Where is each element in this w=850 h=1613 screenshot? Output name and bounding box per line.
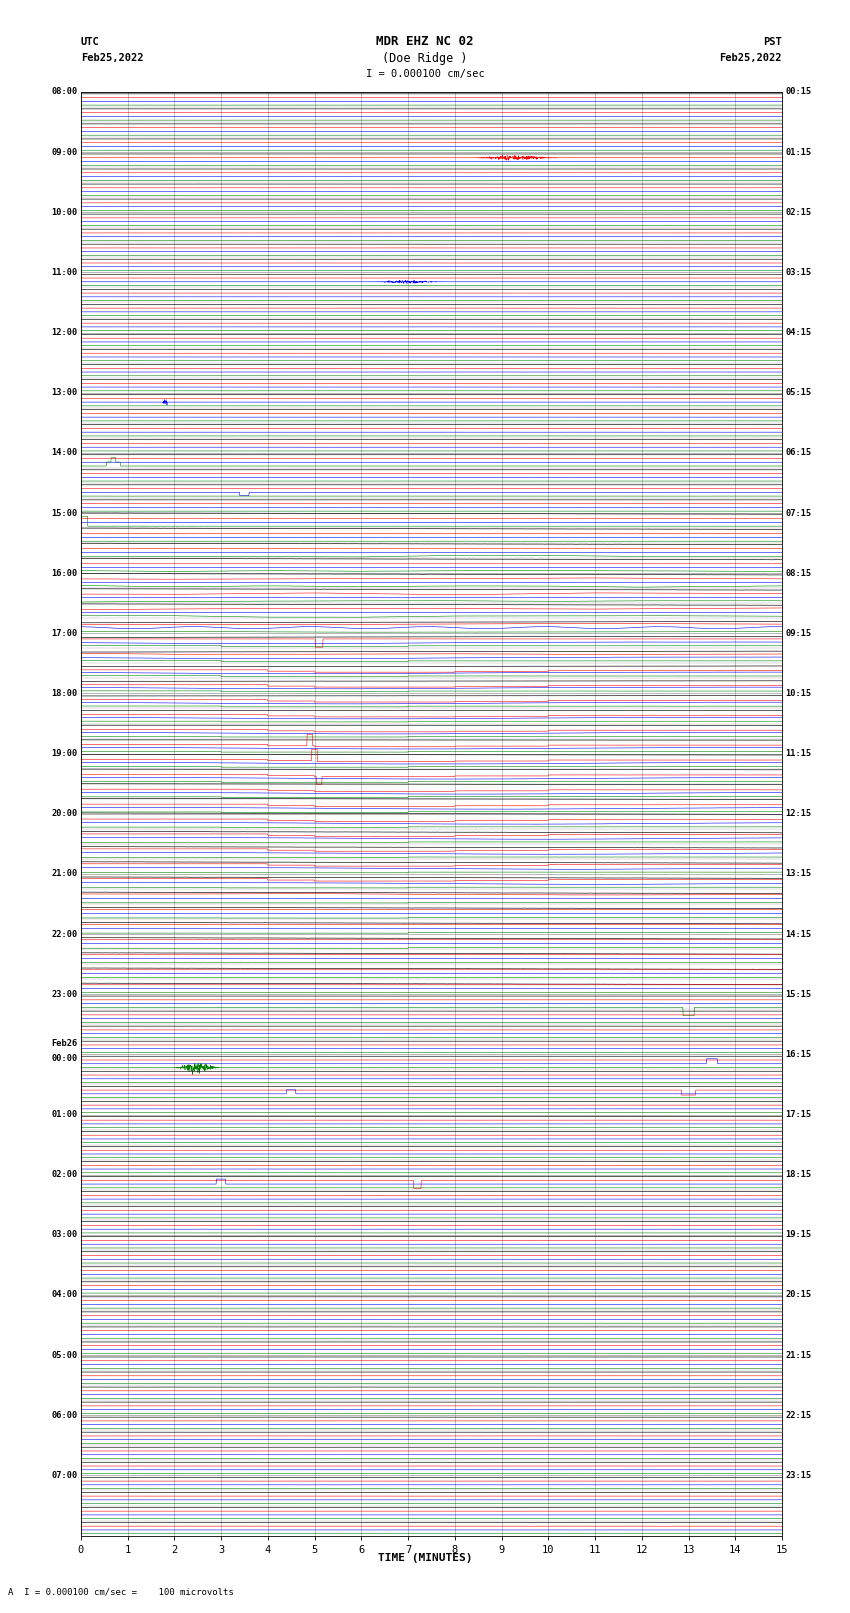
- Text: 05:00: 05:00: [51, 1350, 77, 1360]
- Text: 02:00: 02:00: [51, 1169, 77, 1179]
- Text: 14:00: 14:00: [51, 448, 77, 458]
- Text: 04:15: 04:15: [785, 327, 812, 337]
- Text: 00:00: 00:00: [51, 1055, 77, 1063]
- Text: 10:15: 10:15: [785, 689, 812, 698]
- Text: 11:15: 11:15: [785, 748, 812, 758]
- Text: 17:00: 17:00: [51, 629, 77, 637]
- Text: 07:15: 07:15: [785, 508, 812, 518]
- Text: 15:00: 15:00: [51, 508, 77, 518]
- Text: 06:15: 06:15: [785, 448, 812, 458]
- Text: MDR EHZ NC 02: MDR EHZ NC 02: [377, 35, 473, 48]
- Text: 22:15: 22:15: [785, 1411, 812, 1419]
- Text: 10:00: 10:00: [51, 208, 77, 216]
- Text: 03:00: 03:00: [51, 1231, 77, 1239]
- Text: Feb26: Feb26: [51, 1039, 77, 1048]
- Text: A  I = 0.000100 cm/sec =    100 microvolts: A I = 0.000100 cm/sec = 100 microvolts: [8, 1587, 235, 1597]
- Text: 08:00: 08:00: [51, 87, 77, 97]
- Text: 00:15: 00:15: [785, 87, 812, 97]
- Text: 09:00: 09:00: [51, 148, 77, 156]
- Text: 01:15: 01:15: [785, 148, 812, 156]
- Text: 23:15: 23:15: [785, 1471, 812, 1479]
- Text: 15:15: 15:15: [785, 990, 812, 998]
- Text: 18:15: 18:15: [785, 1169, 812, 1179]
- Text: 17:15: 17:15: [785, 1110, 812, 1119]
- Text: 13:00: 13:00: [51, 389, 77, 397]
- Text: 19:00: 19:00: [51, 748, 77, 758]
- Text: 23:00: 23:00: [51, 990, 77, 998]
- Text: Feb25,2022: Feb25,2022: [81, 53, 144, 63]
- Text: Feb25,2022: Feb25,2022: [719, 53, 782, 63]
- Text: 02:15: 02:15: [785, 208, 812, 216]
- Text: PST: PST: [763, 37, 782, 47]
- Text: I = 0.000100 cm/sec: I = 0.000100 cm/sec: [366, 69, 484, 79]
- Text: 05:15: 05:15: [785, 389, 812, 397]
- Text: (Doe Ridge ): (Doe Ridge ): [382, 52, 468, 65]
- Text: 19:15: 19:15: [785, 1231, 812, 1239]
- Text: 03:15: 03:15: [785, 268, 812, 277]
- Text: 04:00: 04:00: [51, 1290, 77, 1300]
- Text: 22:00: 22:00: [51, 929, 77, 939]
- Text: 13:15: 13:15: [785, 869, 812, 879]
- Text: 07:00: 07:00: [51, 1471, 77, 1479]
- Text: 12:00: 12:00: [51, 327, 77, 337]
- Text: 20:00: 20:00: [51, 810, 77, 818]
- Text: 06:00: 06:00: [51, 1411, 77, 1419]
- Text: 09:15: 09:15: [785, 629, 812, 637]
- Text: TIME (MINUTES): TIME (MINUTES): [377, 1553, 473, 1563]
- Text: 16:15: 16:15: [785, 1050, 812, 1058]
- Text: 14:15: 14:15: [785, 929, 812, 939]
- Text: 11:00: 11:00: [51, 268, 77, 277]
- Text: 20:15: 20:15: [785, 1290, 812, 1300]
- Text: 16:00: 16:00: [51, 569, 77, 577]
- Text: 01:00: 01:00: [51, 1110, 77, 1119]
- Text: 21:15: 21:15: [785, 1350, 812, 1360]
- Text: UTC: UTC: [81, 37, 99, 47]
- Text: 21:00: 21:00: [51, 869, 77, 879]
- Text: 08:15: 08:15: [785, 569, 812, 577]
- Text: 18:00: 18:00: [51, 689, 77, 698]
- Text: 12:15: 12:15: [785, 810, 812, 818]
